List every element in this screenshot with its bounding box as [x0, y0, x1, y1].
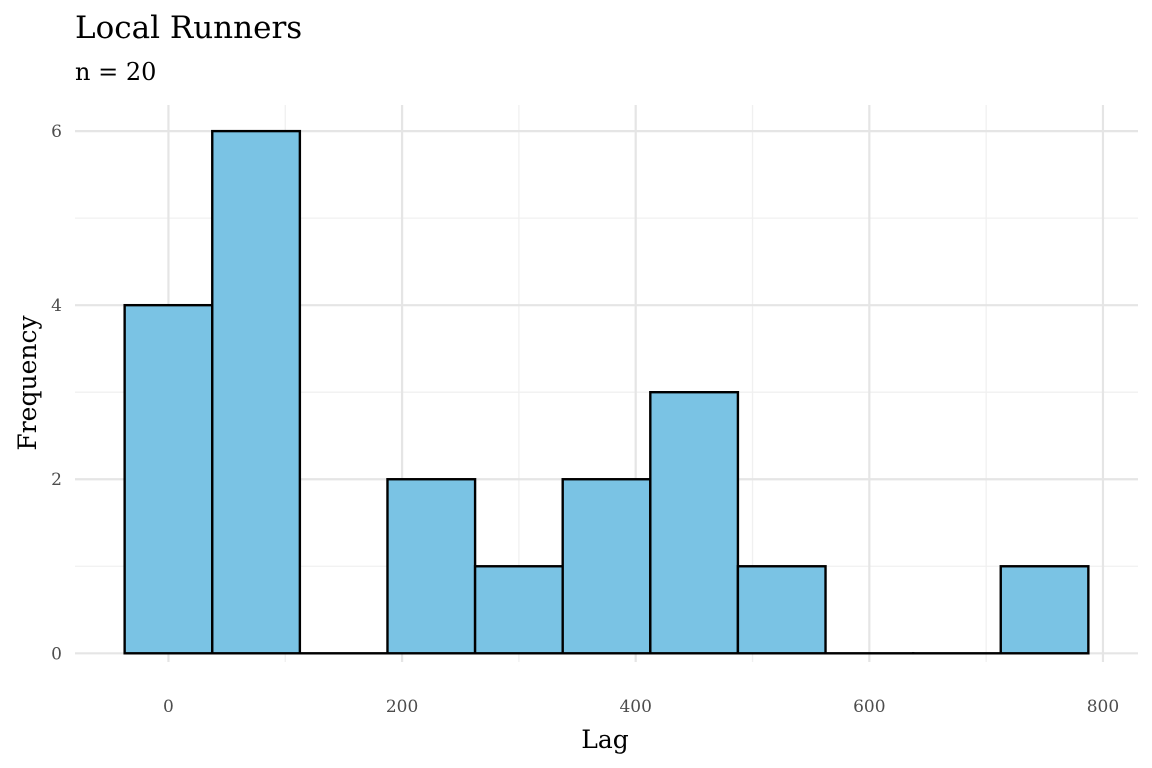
x-tick-label: 400 [619, 697, 651, 717]
chart-title: Local Runners [75, 10, 303, 46]
y-tick-label: 4 [51, 296, 62, 316]
histogram-bar [561, 478, 652, 655]
x-tick-label: 200 [386, 697, 418, 717]
histogram-bar [211, 129, 302, 655]
bars-group [123, 129, 1090, 655]
y-tick-labels: 0 2 4 6 [51, 122, 62, 664]
histogram-bar [649, 391, 740, 655]
x-tick-label: 800 [1087, 697, 1119, 717]
x-axis-title: Lag [581, 725, 629, 754]
histogram-bar [736, 565, 827, 655]
x-tick-labels: 0 200 400 600 800 [163, 697, 1119, 717]
histogram-bar [473, 565, 564, 655]
histogram-bar [386, 478, 477, 655]
y-axis-title: Frequency [13, 315, 42, 451]
histogram-bar [123, 303, 214, 655]
y-tick-label: 0 [51, 644, 62, 664]
x-tick-label: 0 [163, 697, 174, 717]
histogram-bar [999, 565, 1090, 655]
x-tick-label: 600 [853, 697, 885, 717]
y-tick-label: 6 [51, 122, 62, 142]
chart-subtitle: n = 20 [75, 58, 157, 86]
y-tick-label: 2 [51, 470, 62, 490]
